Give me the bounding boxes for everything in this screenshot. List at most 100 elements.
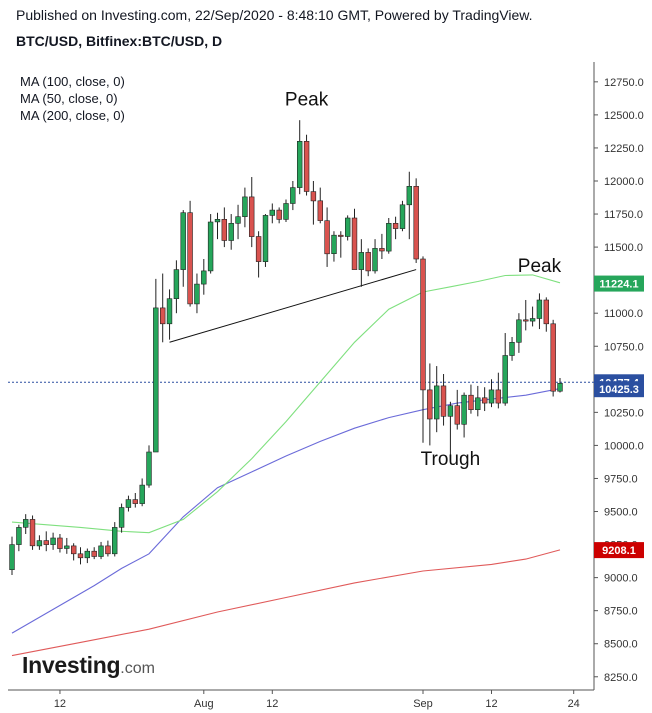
annotation-label: Peak bbox=[285, 90, 329, 111]
candle-body bbox=[173, 269, 180, 300]
candle-body bbox=[132, 499, 138, 504]
x-tick-label: 12 bbox=[485, 698, 497, 710]
candle-body bbox=[399, 204, 406, 229]
candle-body bbox=[447, 405, 454, 417]
y-tick-label: 10000.0 bbox=[604, 440, 644, 452]
x-tick-label: Sep bbox=[413, 698, 433, 710]
ma50-legend-item: MA (50, close, 0) bbox=[20, 91, 118, 106]
y-tick-label: 11500.0 bbox=[604, 242, 643, 254]
candle-body bbox=[406, 186, 412, 206]
candle-body bbox=[420, 258, 426, 391]
ma-legend: MA (100, close, 0) MA (50, close, 0) MA … bbox=[20, 73, 125, 124]
candle-body bbox=[536, 299, 543, 319]
candle-body bbox=[468, 394, 474, 411]
y-tick-label: 10250.0 bbox=[604, 407, 644, 419]
candle-body bbox=[36, 540, 43, 547]
x-tick-label: 24 bbox=[568, 698, 580, 710]
y-tick-label: 10750.0 bbox=[604, 341, 644, 353]
candle-body bbox=[43, 540, 50, 545]
candle-body bbox=[475, 397, 481, 410]
candle-body bbox=[194, 283, 200, 305]
y-tick-label: 12000.0 bbox=[604, 176, 644, 188]
price-label-box bbox=[594, 275, 644, 292]
candle-body bbox=[386, 223, 392, 252]
candle-body bbox=[550, 323, 556, 392]
candle-body bbox=[461, 394, 467, 425]
annotation-label: Trough bbox=[421, 449, 481, 470]
candle-body bbox=[84, 550, 91, 559]
candle-body bbox=[125, 499, 132, 508]
candle-body bbox=[262, 215, 269, 262]
y-tick-label: 9750.0 bbox=[604, 473, 638, 485]
candle-body bbox=[9, 544, 15, 570]
candle-body bbox=[324, 220, 330, 255]
candle-body bbox=[433, 385, 440, 420]
candle-body bbox=[379, 248, 385, 252]
candle-body bbox=[440, 385, 447, 417]
candles bbox=[9, 120, 563, 575]
y-tick-label: 11000.0 bbox=[604, 308, 643, 320]
candle-body bbox=[557, 382, 563, 392]
candle-body bbox=[71, 545, 77, 555]
candle-body bbox=[249, 196, 255, 237]
candle-body bbox=[221, 219, 227, 241]
candle-body bbox=[523, 319, 529, 322]
y-tick-label: 8250.0 bbox=[604, 672, 638, 684]
candle-body bbox=[351, 217, 358, 270]
candle-body bbox=[509, 341, 515, 356]
price-label-box bbox=[594, 381, 644, 398]
candle-body bbox=[228, 223, 234, 241]
candle-body bbox=[392, 223, 399, 229]
candle-body bbox=[317, 200, 323, 221]
investing-logo: Investing.com bbox=[22, 652, 155, 679]
candle-body bbox=[105, 545, 111, 555]
candle-body bbox=[481, 397, 488, 404]
candle-body bbox=[331, 234, 337, 254]
candle-body bbox=[255, 236, 262, 262]
annotations: Peak Trough Peak bbox=[285, 90, 562, 471]
candle-body bbox=[242, 196, 248, 217]
candle-body bbox=[344, 217, 351, 237]
candle-body bbox=[276, 209, 282, 220]
price-label-text: 9208.1 bbox=[602, 545, 636, 557]
candle-body bbox=[372, 248, 378, 272]
ma200-legend-item: MA (200, close, 0) bbox=[20, 108, 125, 123]
x-tick-label: Aug bbox=[194, 698, 214, 710]
y-tick-label: 9000.0 bbox=[604, 573, 638, 585]
candle-body bbox=[413, 186, 419, 260]
y-tick-label: 8750.0 bbox=[604, 606, 638, 618]
candle-body bbox=[427, 389, 433, 420]
candle-body bbox=[516, 319, 522, 343]
neckline bbox=[169, 269, 417, 343]
ma50-line bbox=[11, 274, 561, 534]
candle-body bbox=[29, 519, 36, 547]
candle-body bbox=[201, 270, 207, 285]
candle-body bbox=[77, 553, 84, 559]
y-tick-label: 12250.0 bbox=[604, 143, 644, 155]
candle-body bbox=[303, 141, 310, 192]
x-tick-label: 12 bbox=[54, 698, 66, 710]
candle-body bbox=[529, 318, 536, 322]
price-label-text: 10425.3 bbox=[599, 384, 639, 396]
candle-body bbox=[118, 507, 125, 528]
symbol-title: BTC/USD, Bitfinex:BTC/USD, D bbox=[16, 33, 223, 49]
candle-body bbox=[50, 537, 56, 545]
candle-body bbox=[235, 216, 241, 224]
x-tick-label: 12 bbox=[266, 698, 278, 710]
y-tick-label: 9500.0 bbox=[604, 507, 638, 519]
candle-body bbox=[269, 209, 275, 216]
candle-body bbox=[365, 252, 371, 272]
candle-body bbox=[22, 519, 29, 528]
candle-body bbox=[146, 451, 152, 486]
candle-body bbox=[296, 141, 303, 188]
candle-body bbox=[160, 307, 166, 325]
candle-body bbox=[57, 537, 63, 549]
price-label-text: 11224.1 bbox=[599, 279, 638, 291]
published-note: Published on Investing.com, 22/Sep/2020 … bbox=[16, 7, 533, 23]
price-label-box bbox=[594, 542, 644, 559]
neckline-trendline bbox=[169, 269, 417, 343]
candle-body bbox=[495, 389, 501, 404]
candle-body bbox=[454, 405, 460, 425]
